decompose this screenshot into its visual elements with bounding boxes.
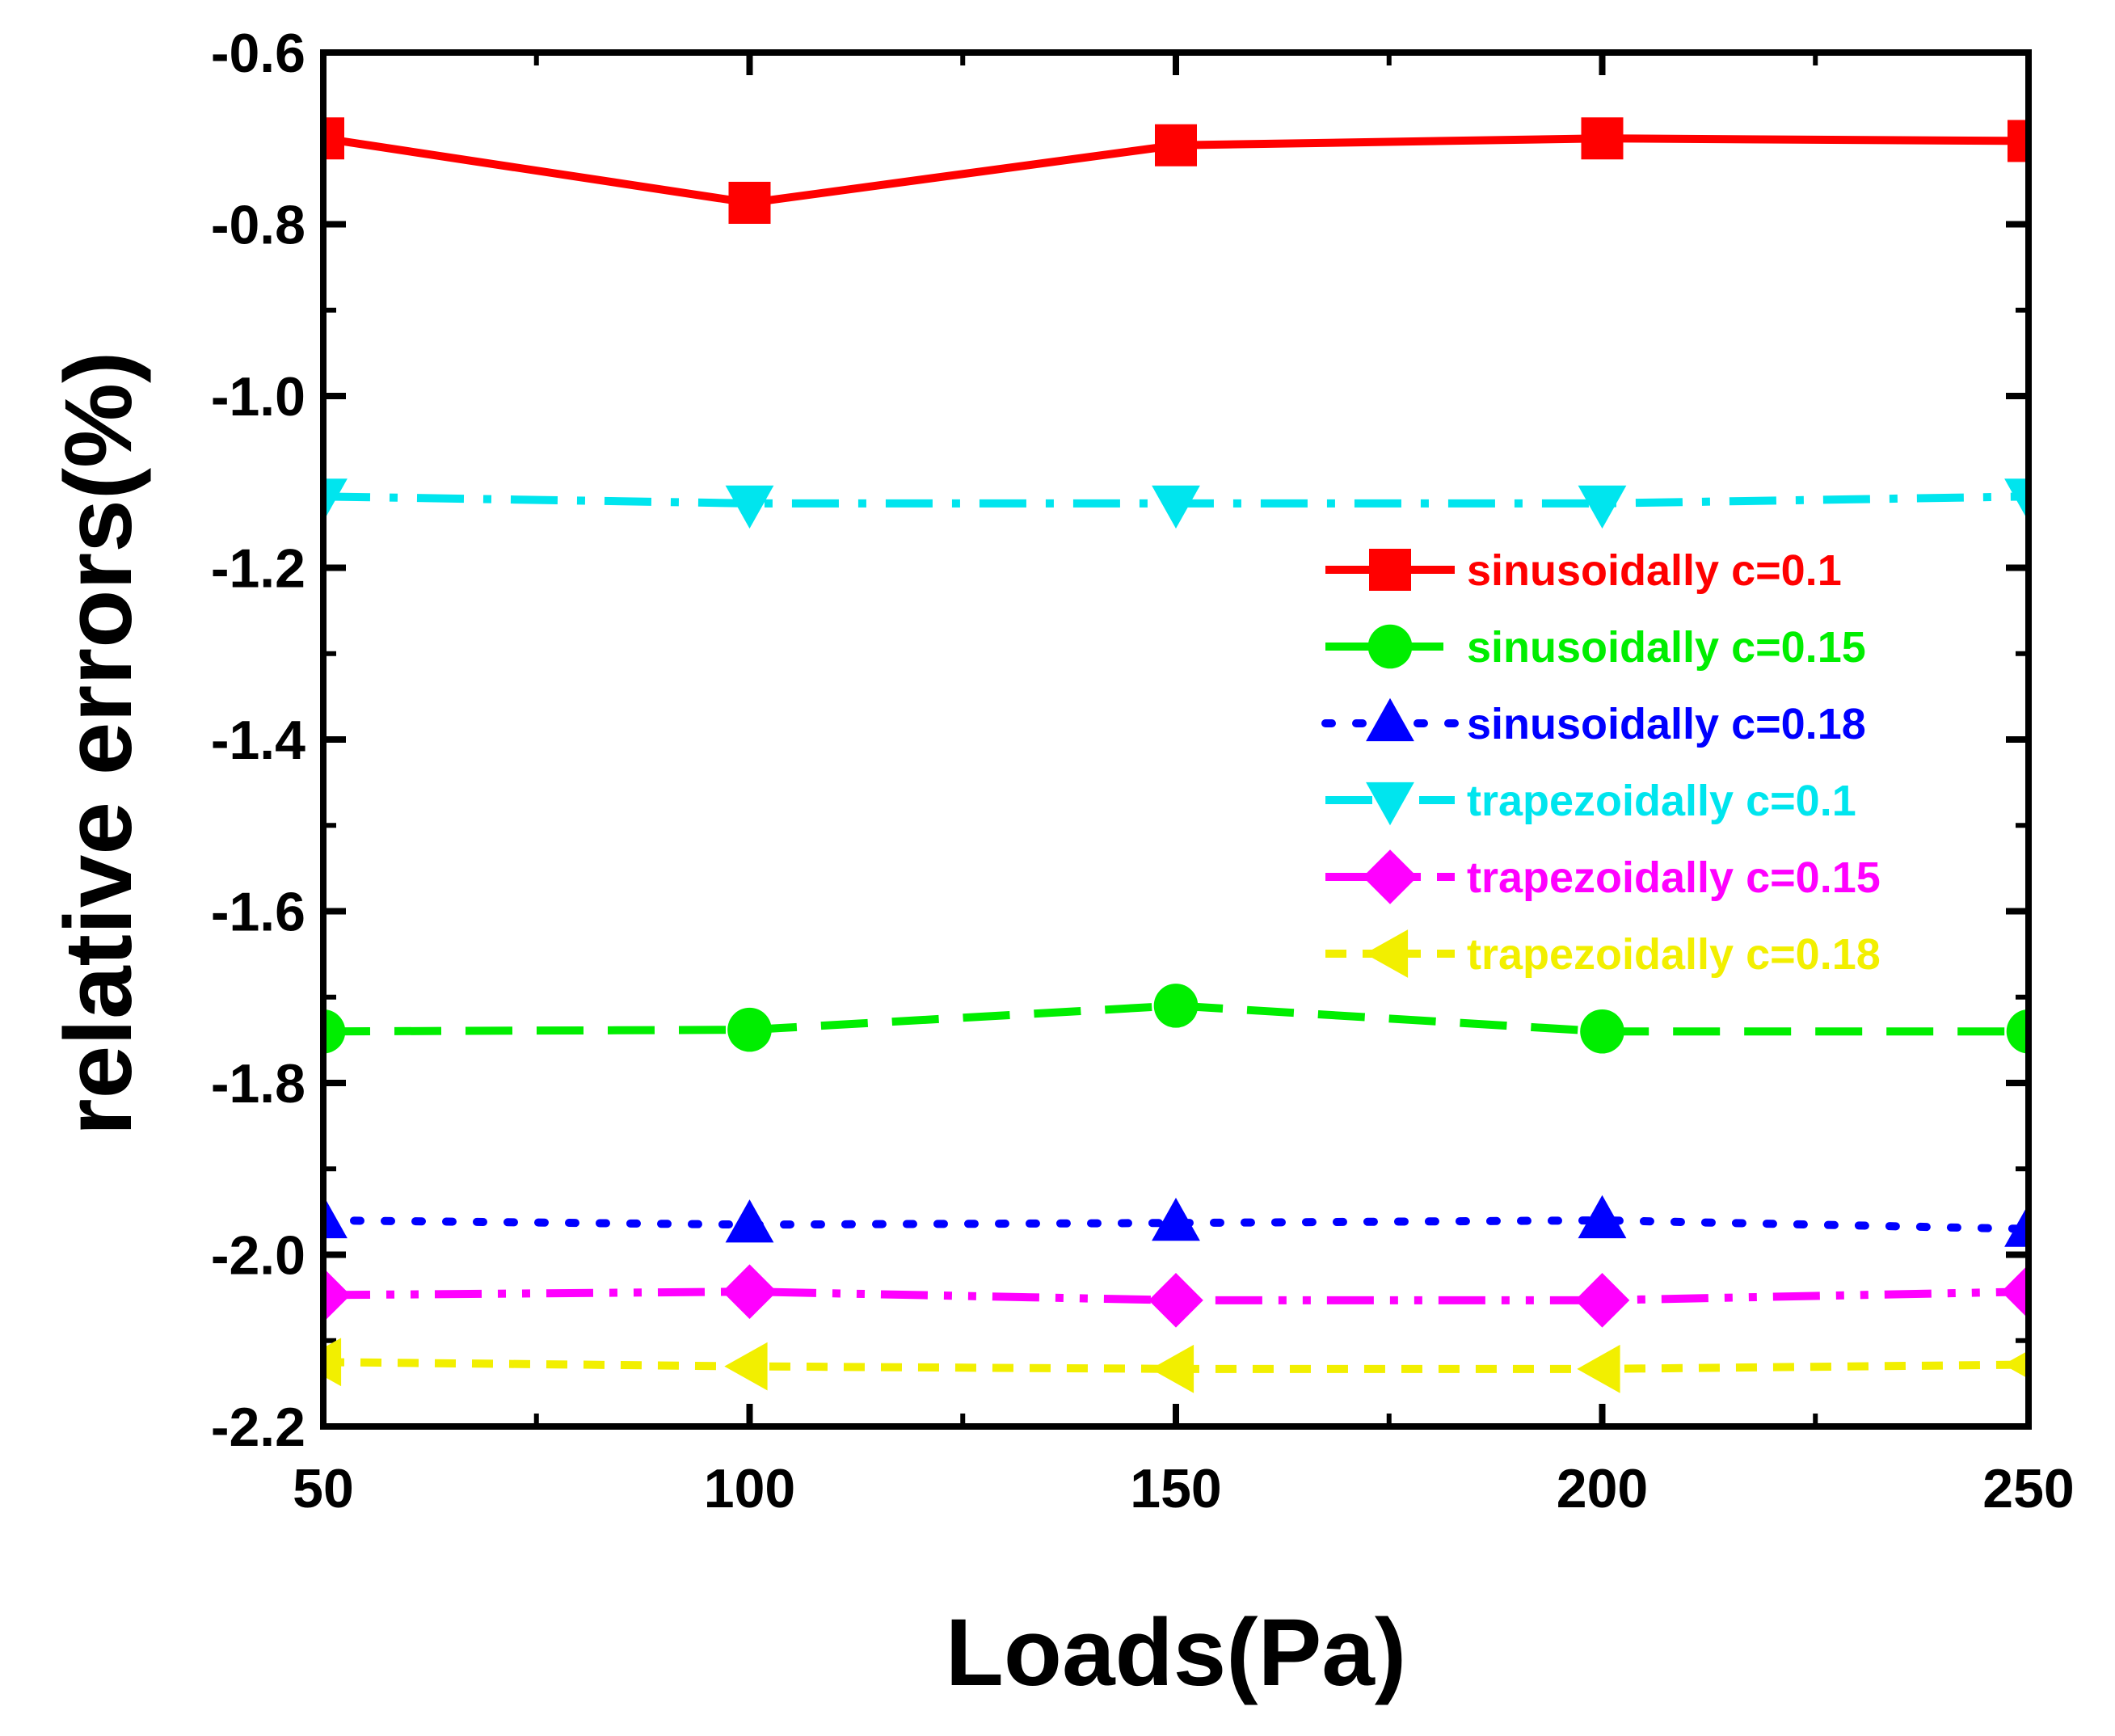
y-tick-label: -1.8 xyxy=(211,1053,305,1114)
legend-label-2: sinusoidally c=0.15 xyxy=(1467,623,1866,672)
series-4-point xyxy=(725,485,774,529)
series-1-point xyxy=(1581,117,1624,160)
legend: sinusoidally c=0.1 sinusoidally c=0.15 sin… xyxy=(1321,546,1881,979)
y-tick-label: -0.6 xyxy=(211,23,305,84)
series-1-point xyxy=(1155,124,1197,166)
legend-label-4: trapezoidally c=0.1 xyxy=(1467,777,1856,825)
x-tick-label: 50 xyxy=(293,1458,354,1519)
legend-marker-5 xyxy=(1363,849,1418,904)
x-tick-label: 150 xyxy=(1130,1458,1221,1519)
series-4-point xyxy=(1578,485,1627,529)
plot-frame xyxy=(320,49,2032,1430)
ticks-layer: 50 100 150 200 250 -0.6 -0.8 -1.0 -1.2 -1.4 -1.6 -1… xyxy=(211,23,2075,1519)
series-3-point xyxy=(725,1199,774,1243)
y-axis-label: relative errors(%) xyxy=(45,352,152,1136)
series-1-point xyxy=(2008,120,2029,162)
x-axis-label: Loads(Pa) xyxy=(946,1599,1406,1706)
series-5-point xyxy=(722,1264,777,1319)
legend-marker-6 xyxy=(1364,929,1409,978)
x-tick-label: 200 xyxy=(1557,1458,1648,1519)
y-tick-label: -1.6 xyxy=(211,882,305,943)
series-1-point xyxy=(323,117,344,160)
legend-label-6: trapezoidally c=0.18 xyxy=(1467,930,1881,979)
x-tick-label: 100 xyxy=(704,1458,795,1519)
series-2-point xyxy=(323,1009,346,1054)
legend-label-3: sinusoidally c=0.18 xyxy=(1467,700,1866,748)
y-tick-label: -1.0 xyxy=(211,366,305,428)
series-2-point xyxy=(1580,1009,1624,1054)
legend-marker-3 xyxy=(1366,697,1414,742)
series-5-point xyxy=(1148,1273,1203,1328)
series-line-3 xyxy=(323,1216,2029,1233)
series-2-point xyxy=(2006,1009,2029,1054)
legend-marker-2 xyxy=(1367,624,1413,669)
y-tick-label: -1.4 xyxy=(211,710,305,771)
series-3-point xyxy=(1578,1195,1627,1239)
y-tick-label: -0.8 xyxy=(211,195,305,256)
series-6-point xyxy=(1150,1344,1194,1393)
series-3-point xyxy=(2004,1203,2029,1247)
series-3-point xyxy=(1152,1197,1200,1241)
legend-label-1: sinusoidally c=0.1 xyxy=(1467,546,1842,595)
series-5-point xyxy=(2001,1264,2029,1319)
series-1-point xyxy=(728,181,771,224)
series-3-point xyxy=(323,1195,348,1239)
series-layer xyxy=(323,117,2029,1393)
series-line-2 xyxy=(323,1001,2029,1036)
series-6-point xyxy=(1577,1344,1620,1393)
series-5-point xyxy=(1574,1273,1630,1328)
legend-label-5: trapezoidally c=0.15 xyxy=(1467,853,1881,902)
series-2-point xyxy=(727,1007,772,1052)
series-6-point xyxy=(2003,1350,2029,1380)
legend-marker-4 xyxy=(1366,782,1414,826)
series-4-point xyxy=(323,478,348,522)
series-5-point xyxy=(323,1267,351,1323)
legend-marker-1 xyxy=(1369,549,1411,591)
x-tick-label: 250 xyxy=(1982,1458,2074,1519)
series-2-point xyxy=(1153,984,1199,1028)
series-6-point xyxy=(724,1342,768,1391)
series-4-point xyxy=(1152,485,1200,529)
series-4-point xyxy=(2004,478,2029,522)
series-line-6 xyxy=(323,1358,2029,1373)
y-tick-label: -2.0 xyxy=(211,1225,305,1287)
y-tick-label: -2.2 xyxy=(211,1397,305,1458)
series-6-point xyxy=(323,1338,342,1387)
y-tick-label: -1.2 xyxy=(211,538,305,600)
